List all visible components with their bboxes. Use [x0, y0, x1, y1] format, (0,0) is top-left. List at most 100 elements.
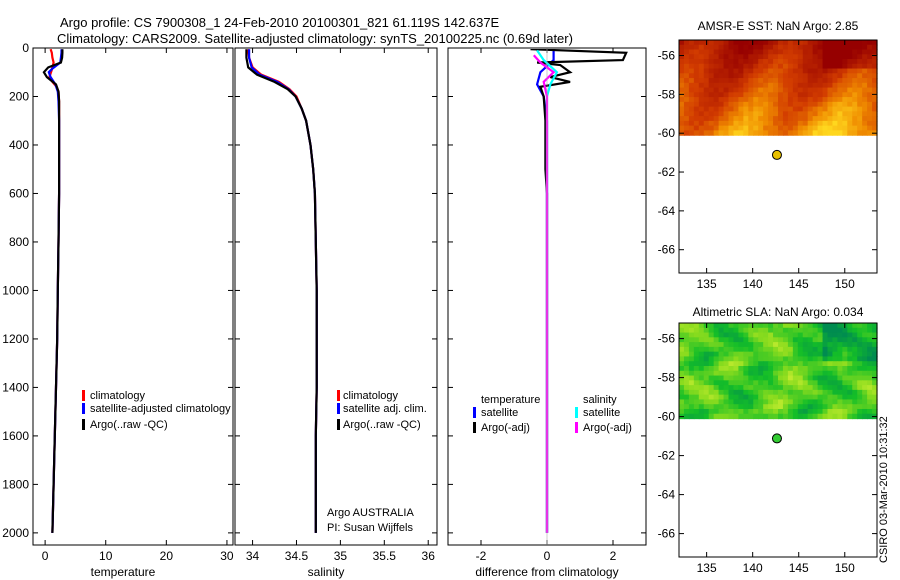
heatmap-cell [703, 361, 710, 367]
heatmap-cell [832, 73, 838, 79]
heatmap-cell [817, 351, 824, 358]
heatmap-cell [728, 399, 735, 405]
heatmap-cell [703, 82, 710, 89]
heatmap-cell [837, 404, 843, 410]
heatmap-cell [743, 327, 749, 334]
heatmap-cell [862, 111, 868, 117]
heatmap-cell [683, 111, 690, 117]
heatmap-cell [852, 332, 858, 338]
heatmap-cell [683, 68, 690, 74]
heatmap-cell [782, 370, 789, 377]
heatmap-cell [679, 44, 685, 51]
heatmap-cell [857, 404, 863, 410]
heatmap-cell [872, 370, 878, 377]
heatmap-cell [763, 78, 769, 84]
heatmap-cell [748, 97, 754, 103]
heatmap-cell [782, 130, 789, 136]
heatmap-cell [679, 408, 685, 415]
heatmap-cell [773, 380, 779, 386]
heatmap-cell [773, 73, 779, 79]
heatmap-cell [713, 351, 720, 358]
heatmap-cell [852, 87, 858, 93]
heatmap-cell [728, 413, 735, 420]
heatmap-cell [758, 385, 764, 391]
heatmap-cell [688, 375, 695, 381]
heatmap-cell [748, 408, 754, 415]
heatmap-cell [778, 106, 784, 112]
heatmap-cell [857, 332, 863, 338]
heatmap-cell [847, 87, 853, 93]
heatmap-cell [822, 337, 829, 343]
heatmap-cell [852, 101, 858, 108]
heatmap-cell [728, 101, 735, 108]
heatmap-cell [797, 130, 804, 136]
heatmap-cell [782, 366, 789, 372]
heatmap-cell [862, 370, 868, 377]
heatmap-cell [782, 356, 789, 362]
heatmap-cell [867, 366, 873, 372]
heatmap-cell [703, 375, 710, 381]
heatmap-cell [867, 130, 873, 136]
heatmap-cell [852, 408, 858, 415]
heatmap-cell [812, 106, 819, 112]
timestamp-stamp: CSIRO 03-Mar-2010 10:31:32 [878, 416, 890, 563]
heatmap-cell [807, 68, 814, 74]
heatmap-cell [693, 116, 700, 122]
heatmap-cell [763, 106, 769, 112]
heatmap-cell [862, 120, 868, 127]
heatmap-cell [857, 356, 863, 362]
heatmap-cell [842, 68, 848, 74]
heatmap-cell [802, 323, 809, 329]
heatmap-cell [857, 413, 863, 420]
heatmap-cell [872, 342, 878, 348]
heatmap-cell [832, 92, 838, 98]
heatmap-cell [758, 106, 764, 112]
heatmap-cell [768, 130, 774, 136]
heatmap-cell [698, 385, 705, 391]
heatmap-cell [753, 327, 759, 334]
heatmap-cell [758, 68, 764, 74]
heatmap-cell [713, 370, 720, 377]
heatmap-cell [773, 82, 779, 89]
heatmap-cell [817, 54, 824, 60]
heatmap-cell [688, 361, 695, 367]
heatmap-cell [683, 337, 690, 343]
heatmap-cell [792, 68, 799, 74]
y-tick-label: -62 [658, 449, 676, 463]
heatmap-cell [852, 40, 858, 46]
heatmap-cell [733, 380, 739, 386]
heatmap-cell [753, 125, 759, 131]
heatmap-cell [708, 63, 715, 70]
heatmap-cell [763, 63, 769, 70]
heatmap-cell [728, 106, 735, 112]
heatmap-cell [817, 106, 824, 112]
heatmap-cell [842, 101, 848, 108]
heatmap-cell [773, 92, 779, 98]
heatmap-cell [748, 125, 754, 131]
heatmap-cell [852, 73, 858, 79]
y-tick-label: -56 [658, 49, 676, 63]
heatmap-cell [723, 342, 730, 348]
heatmap-cell [832, 408, 838, 415]
heatmap-cell [778, 111, 784, 117]
heatmap-cell [837, 346, 843, 353]
heatmap-cell [743, 97, 749, 103]
heatmap-cell [832, 327, 838, 334]
heatmap-cell [733, 404, 739, 410]
legend-swatch [82, 390, 85, 401]
heatmap-cell [688, 68, 695, 74]
heatmap-cell [708, 101, 715, 108]
heatmap-cell [802, 342, 809, 348]
heatmap-cell [827, 389, 834, 396]
heatmap-cell [698, 404, 705, 410]
heatmap-cell [753, 106, 759, 112]
heatmap-cell [812, 408, 819, 415]
heatmap-cell [773, 356, 779, 362]
heatmap-cell [792, 323, 799, 329]
heatmap-cell [773, 399, 779, 405]
heatmap-cell [827, 130, 834, 136]
heatmap-cell [723, 44, 730, 51]
heatmap-cell [768, 82, 774, 89]
heatmap-cell [852, 63, 858, 70]
heatmap-cell [787, 375, 794, 381]
